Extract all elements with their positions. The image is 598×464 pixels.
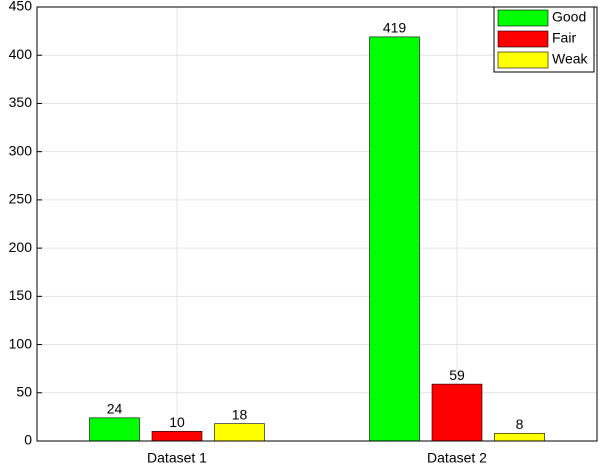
y-tick-label: 0	[24, 432, 32, 448]
y-tick-label: 100	[9, 335, 33, 351]
plot-frame	[36, 6, 598, 442]
x-tick-label: Dataset 2	[427, 450, 487, 464]
bar	[369, 36, 420, 442]
data-label: 59	[449, 367, 465, 383]
bar	[431, 383, 483, 442]
legend-label: Good	[552, 9, 586, 25]
y-tick-label: 250	[9, 191, 33, 207]
data-label: 18	[232, 406, 248, 422]
bar	[214, 423, 265, 442]
legend-swatch	[497, 51, 549, 69]
y-tick-label: 50	[16, 383, 32, 399]
data-label: 10	[169, 414, 185, 430]
data-label: 24	[107, 401, 123, 417]
y-tick-label: 400	[9, 46, 33, 62]
y-tick-label: 200	[9, 239, 33, 255]
y-tick-label: 150	[9, 287, 33, 303]
legend-swatch	[497, 9, 549, 27]
x-tick-label: Dataset 1	[147, 450, 207, 464]
bar	[89, 417, 140, 442]
y-tick-label: 350	[9, 94, 33, 110]
bar	[494, 432, 545, 442]
legend-label: Fair	[552, 30, 576, 46]
legend-label: Weak	[552, 51, 589, 67]
data-label: 419	[383, 20, 407, 36]
legend-swatch	[497, 30, 549, 48]
y-tick-label: 300	[9, 142, 33, 158]
bar	[151, 431, 203, 442]
data-label: 8	[516, 416, 524, 432]
y-tick-label: 450	[9, 0, 33, 14]
